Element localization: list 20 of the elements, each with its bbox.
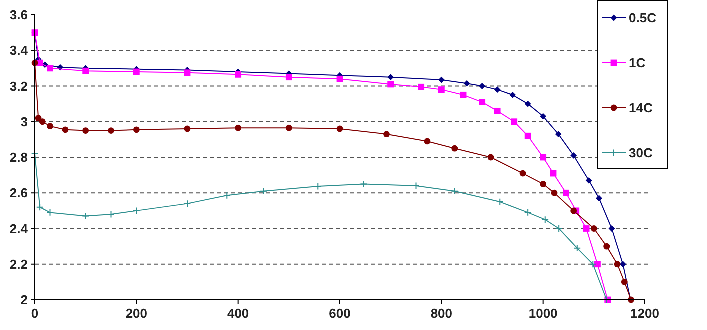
x-tick-label: 200 bbox=[126, 306, 148, 321]
legend-label: 30C bbox=[629, 146, 654, 161]
x-tick-label: 1000 bbox=[528, 306, 558, 321]
y-tick-label: 3.4 bbox=[10, 43, 29, 58]
x-tick-label: 800 bbox=[430, 306, 453, 321]
y-tick-label: 2 bbox=[20, 292, 28, 308]
y-tick-label: 3 bbox=[20, 114, 28, 130]
x-tick-label: 600 bbox=[329, 306, 351, 321]
y-tick-label: 2.8 bbox=[10, 150, 28, 166]
x-tick-label: 400 bbox=[227, 306, 250, 321]
legend-label: 14C bbox=[629, 100, 654, 116]
y-tick-label: 2.6 bbox=[10, 186, 28, 201]
y-tick-label: 3.6 bbox=[10, 8, 28, 23]
y-tick-label: 2.2 bbox=[10, 256, 28, 272]
legend-label: 1C bbox=[629, 56, 646, 71]
x-tick-label: 1200 bbox=[630, 306, 660, 321]
legend-label: 0.5C bbox=[629, 10, 658, 26]
y-tick-label: 3.2 bbox=[10, 78, 28, 94]
y-tick-label: 2.4 bbox=[10, 221, 29, 236]
x-tick-label: 0 bbox=[31, 306, 39, 321]
